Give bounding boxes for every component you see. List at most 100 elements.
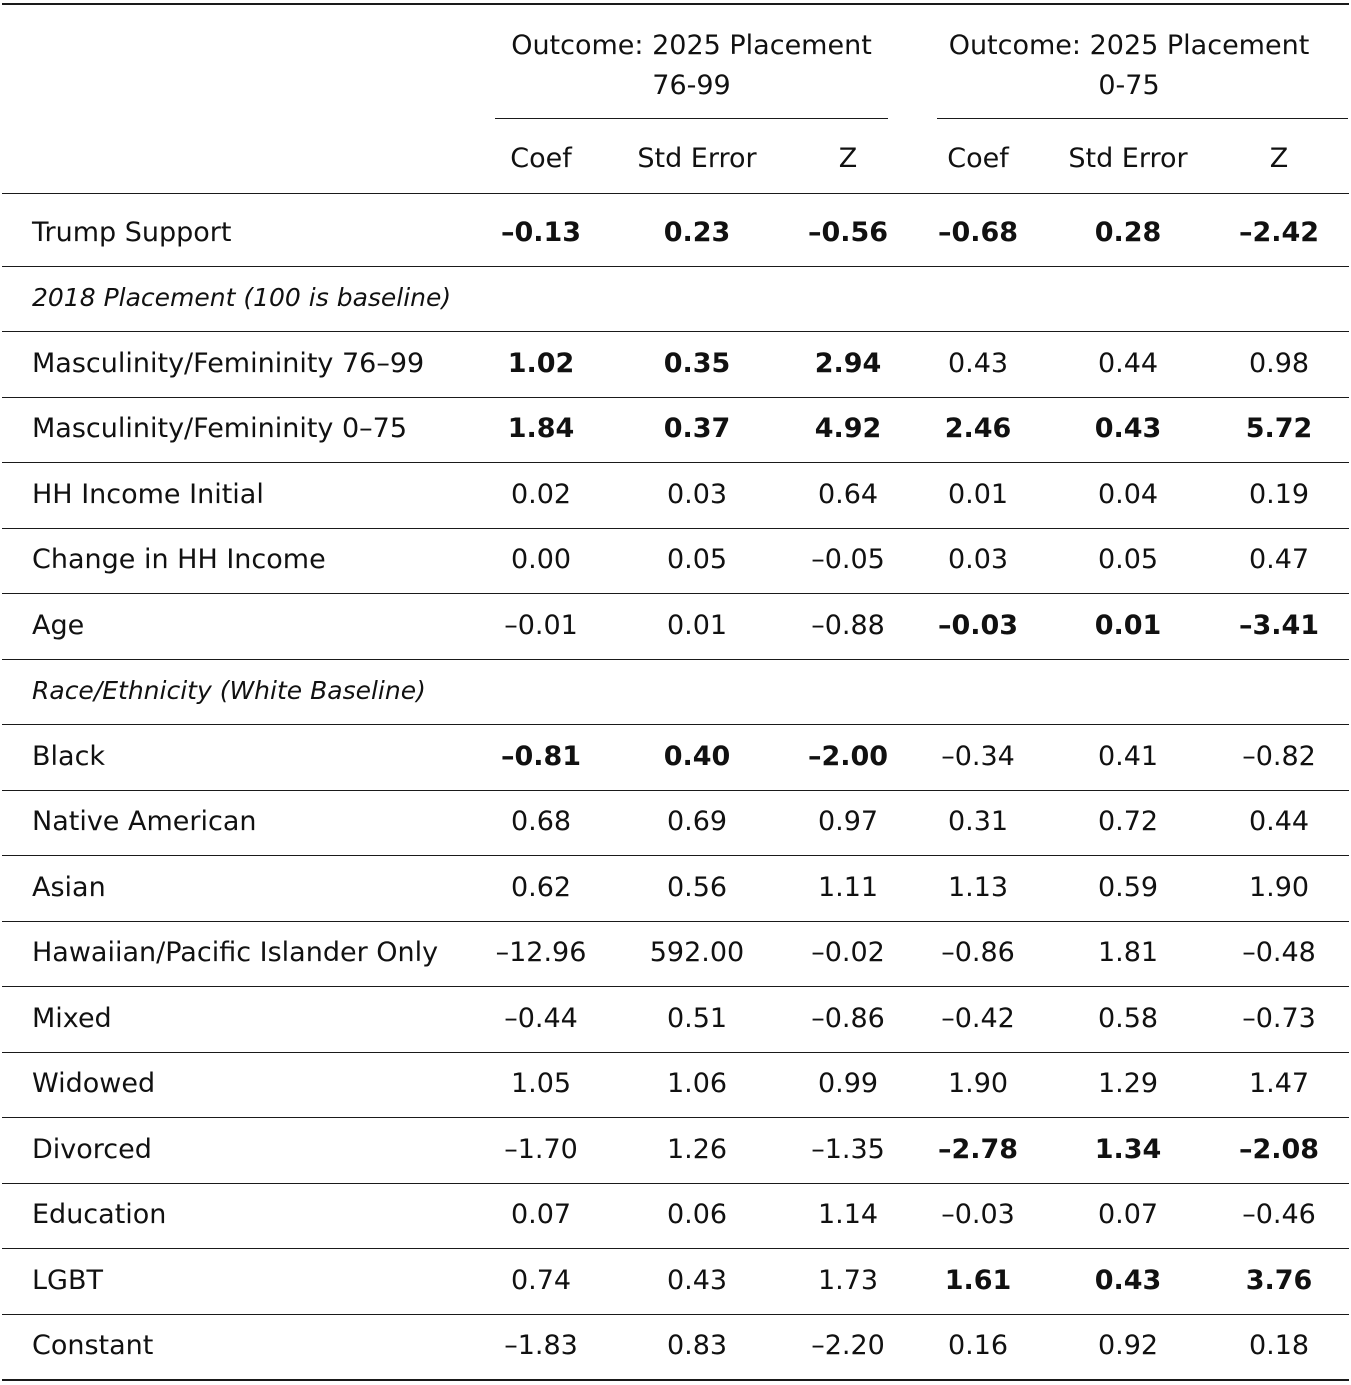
table-bottom-rule bbox=[2, 1379, 1349, 1381]
row-divider bbox=[2, 462, 1349, 463]
table-cell: 592.00 bbox=[649, 937, 745, 969]
table-cell: 4.92 bbox=[814, 413, 882, 445]
table-cell: –0.05 bbox=[811, 544, 885, 576]
row-label: Trump Support bbox=[32, 216, 232, 248]
section-label: Race/Ethnicity (White Baseline) bbox=[32, 676, 426, 706]
table-cell: 0.07 bbox=[510, 1199, 572, 1231]
row-divider bbox=[2, 1183, 1349, 1184]
table-cell: 0.59 bbox=[1097, 871, 1159, 903]
table-cell: –0.86 bbox=[811, 1002, 885, 1034]
table-cell: 0.97 bbox=[817, 806, 879, 838]
table-cell: 0.74 bbox=[510, 1264, 572, 1296]
table-cell: 1.05 bbox=[510, 1068, 572, 1100]
table-cell: –0.42 bbox=[941, 1002, 1015, 1034]
table-cell: 1.11 bbox=[817, 871, 879, 903]
table-cell: 0.83 bbox=[666, 1330, 728, 1362]
column-header: Coef bbox=[510, 143, 572, 174]
row-label: Widowed bbox=[32, 1068, 156, 1100]
table-cell: 1.90 bbox=[947, 1068, 1009, 1100]
table-cell: 0.43 bbox=[666, 1264, 728, 1296]
column-header: Std Error bbox=[1068, 143, 1188, 174]
table-cell: 3.76 bbox=[1245, 1264, 1313, 1296]
table-cell: –0.88 bbox=[811, 609, 885, 641]
row-divider bbox=[2, 855, 1349, 856]
table-cell: 0.05 bbox=[1097, 544, 1159, 576]
row-divider bbox=[2, 921, 1349, 922]
group-header-line2: 76-99 bbox=[652, 70, 731, 101]
group-underline-0-75 bbox=[937, 118, 1348, 119]
row-divider bbox=[2, 790, 1349, 791]
table-cell: 1.26 bbox=[666, 1133, 728, 1165]
row-label: Masculinity/Femininity 0–75 bbox=[32, 413, 408, 445]
table-cell: 1.47 bbox=[1248, 1068, 1310, 1100]
row-divider bbox=[2, 331, 1349, 332]
table-cell: –1.35 bbox=[811, 1133, 885, 1165]
table-cell: 2.46 bbox=[944, 413, 1012, 445]
table-cell: –0.86 bbox=[941, 937, 1015, 969]
row-divider bbox=[2, 593, 1349, 594]
table-cell: 0.06 bbox=[666, 1199, 728, 1231]
table-cell: 0.04 bbox=[1097, 478, 1159, 510]
table-cell: 0.41 bbox=[1097, 740, 1159, 772]
row-divider bbox=[2, 724, 1349, 725]
table-cell: 1.14 bbox=[817, 1199, 879, 1231]
table-cell: –0.82 bbox=[1242, 740, 1316, 772]
table-cell: –3.41 bbox=[1238, 609, 1320, 641]
row-label: HH Income Initial bbox=[32, 478, 264, 510]
table-cell: 0.01 bbox=[1094, 609, 1162, 641]
table-cell: 0.58 bbox=[1097, 1002, 1159, 1034]
table-cell: –0.03 bbox=[937, 609, 1019, 641]
table-top-rule bbox=[2, 3, 1349, 5]
table-cell: –0.81 bbox=[500, 740, 582, 772]
group-underline-76-99 bbox=[495, 118, 888, 119]
row-divider bbox=[2, 1117, 1349, 1118]
column-header: Std Error bbox=[637, 143, 757, 174]
table-cell: 2.94 bbox=[814, 347, 882, 379]
table-cell: –0.02 bbox=[811, 937, 885, 969]
row-divider bbox=[2, 659, 1349, 660]
table-cell: 0.03 bbox=[947, 544, 1009, 576]
table-cell: –12.96 bbox=[495, 937, 587, 969]
table-cell: –0.46 bbox=[1242, 1199, 1316, 1231]
group-header-line1: Outcome: 2025 Placement bbox=[511, 30, 872, 61]
table-cell: –0.44 bbox=[504, 1002, 578, 1034]
row-label: Black bbox=[32, 740, 106, 772]
table-cell: 0.44 bbox=[1097, 347, 1159, 379]
table-cell: 0.43 bbox=[947, 347, 1009, 379]
group-header-line1: Outcome: 2025 Placement bbox=[948, 30, 1310, 61]
row-divider bbox=[2, 1248, 1349, 1249]
table-cell: –0.73 bbox=[1242, 1002, 1316, 1034]
column-header: Z bbox=[1269, 143, 1289, 174]
table-cell: 0.23 bbox=[663, 216, 731, 248]
table-cell: –2.42 bbox=[1238, 216, 1320, 248]
group-header-line2: 0-75 bbox=[1098, 70, 1160, 101]
table-cell: 0.07 bbox=[1097, 1199, 1159, 1231]
table-cell: 1.61 bbox=[944, 1264, 1012, 1296]
group-header-76-99: Outcome: 2025 Placement 76-99 bbox=[495, 26, 888, 106]
table-cell: 0.51 bbox=[666, 1002, 728, 1034]
row-label: Asian bbox=[32, 871, 106, 903]
table-cell: –0.03 bbox=[941, 1199, 1015, 1231]
row-divider bbox=[2, 986, 1349, 987]
row-divider bbox=[2, 266, 1349, 267]
table-cell: 0.18 bbox=[1248, 1330, 1310, 1362]
table-cell: 0.56 bbox=[666, 871, 728, 903]
table-cell: 1.02 bbox=[507, 347, 575, 379]
table-cell: 0.31 bbox=[947, 806, 1009, 838]
table-cell: –0.56 bbox=[807, 216, 889, 248]
table-cell: 1.34 bbox=[1094, 1133, 1162, 1165]
table-cell: 0.19 bbox=[1248, 478, 1310, 510]
table-cell: 0.92 bbox=[1097, 1330, 1159, 1362]
table-cell: 0.35 bbox=[663, 347, 731, 379]
row-label: Masculinity/Femininity 76–99 bbox=[32, 347, 425, 379]
header-bottom-rule bbox=[2, 193, 1349, 194]
table-cell: 1.06 bbox=[666, 1068, 728, 1100]
table-cell: –2.00 bbox=[807, 740, 889, 772]
table-cell: –1.83 bbox=[504, 1330, 578, 1362]
table-cell: 0.05 bbox=[666, 544, 728, 576]
row-label: Native American bbox=[32, 806, 257, 838]
table-cell: 0.37 bbox=[663, 413, 731, 445]
column-header: Z bbox=[838, 143, 858, 174]
table-cell: 0.40 bbox=[663, 740, 731, 772]
